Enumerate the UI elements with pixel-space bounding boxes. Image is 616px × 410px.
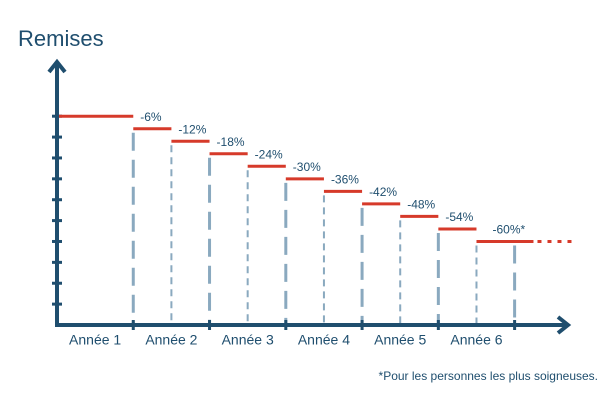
x-tick-label: Année 2 xyxy=(145,332,197,348)
chart-title: Remises xyxy=(18,26,104,51)
value-label: -12% xyxy=(178,122,206,136)
x-axis-arrow xyxy=(556,315,572,335)
footnote: *Pour les personnes les plus soigneuses. xyxy=(379,369,598,383)
value-label: -6% xyxy=(140,110,162,124)
value-label: -54% xyxy=(445,210,473,224)
value-label: -48% xyxy=(407,198,435,212)
x-tick-label: Année 4 xyxy=(298,332,350,348)
x-tick-label: Année 1 xyxy=(69,332,121,348)
y-axis-arrow xyxy=(47,58,67,74)
value-label: -24% xyxy=(255,147,283,161)
value-label: -30% xyxy=(293,160,321,174)
x-tick-label: Année 3 xyxy=(222,332,274,348)
x-tick-label: Année 5 xyxy=(374,332,426,348)
value-label: -36% xyxy=(331,173,359,187)
value-label: -18% xyxy=(217,135,245,149)
x-tick-label: Année 6 xyxy=(450,332,502,348)
value-label: -42% xyxy=(369,185,397,199)
value-label: -60%* xyxy=(492,223,525,237)
